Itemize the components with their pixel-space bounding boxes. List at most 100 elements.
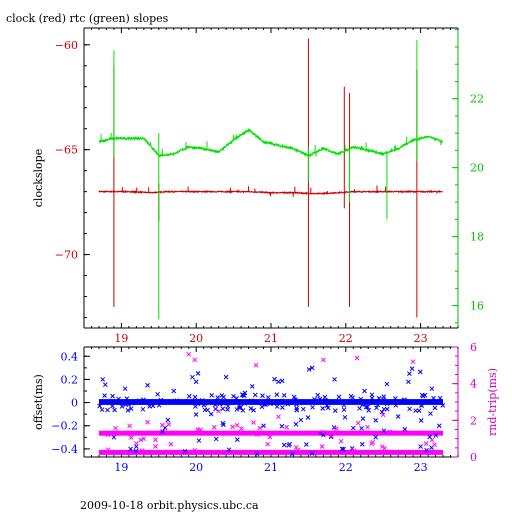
offset-point — [208, 411, 214, 417]
offset-point — [115, 399, 120, 405]
roundtrip-point — [257, 425, 263, 431]
offset-point — [298, 417, 304, 423]
offset-point — [432, 405, 438, 411]
offset-point — [193, 404, 198, 409]
offset-point — [341, 446, 346, 452]
offset-point — [226, 447, 232, 453]
roundtrip-point — [128, 435, 134, 440]
y-tick-label: −70 — [55, 249, 78, 262]
offset-point — [260, 393, 265, 399]
offset-point — [336, 394, 342, 400]
offset-point — [220, 406, 226, 412]
offset-point — [417, 369, 423, 375]
offset-point — [213, 406, 218, 412]
roundtrip-point — [328, 433, 334, 439]
offset-point — [413, 408, 419, 414]
offset-point — [108, 398, 114, 404]
offset-point — [379, 409, 385, 415]
roundtrip-point — [429, 437, 435, 443]
offset-point — [196, 438, 202, 443]
offset-point — [366, 407, 372, 413]
offset-point — [234, 437, 240, 442]
offset-point — [393, 402, 399, 408]
y2-tick-label: 4 — [470, 378, 477, 391]
offset-point — [293, 421, 299, 427]
x-tick-label: 23 — [414, 332, 428, 345]
x-tick-label: 20 — [189, 332, 203, 345]
y2-tick-label: 0 — [470, 451, 477, 464]
roundtrip-point — [153, 437, 158, 443]
offset-point — [219, 393, 225, 398]
offset-point — [362, 388, 367, 394]
offset-point — [359, 425, 364, 431]
offset-point — [140, 400, 145, 405]
offset-point — [274, 392, 280, 397]
offset-point — [276, 379, 281, 385]
offset-point — [329, 400, 334, 405]
offset-point — [360, 402, 365, 408]
roundtrip-point — [127, 423, 132, 429]
roundtrip-point — [355, 420, 361, 426]
roundtrip-point — [338, 438, 344, 444]
offset-point — [293, 397, 298, 402]
offset-point — [440, 403, 446, 408]
roundtrip-point — [186, 351, 192, 357]
offset-point — [375, 402, 381, 408]
y-tick-label: −0.4 — [51, 443, 78, 456]
offset-point — [272, 376, 277, 382]
offset-point — [303, 442, 309, 447]
roundtrip-point — [192, 357, 198, 363]
offset-point — [259, 404, 265, 410]
offset-point — [323, 399, 328, 405]
offset-point — [238, 405, 243, 410]
offset-point — [254, 451, 260, 457]
roundtrip-point — [153, 444, 158, 449]
offset-point — [309, 451, 315, 456]
y2-tick-label: 6 — [470, 341, 477, 354]
offset-point — [409, 366, 415, 371]
offset-point — [252, 392, 258, 398]
offset-point — [155, 391, 161, 397]
roundtrip-point — [105, 432, 111, 438]
roundtrip-point — [105, 447, 111, 453]
offset-point — [234, 395, 239, 401]
offset-point — [223, 374, 229, 380]
offset-point — [285, 401, 291, 407]
offset-point — [369, 395, 375, 401]
offset-point — [431, 395, 436, 401]
offset-point — [186, 393, 192, 399]
offset-point — [281, 393, 287, 398]
offset-point — [316, 398, 322, 404]
offset-point — [350, 395, 355, 400]
offset-point — [427, 434, 433, 440]
offset-point — [328, 434, 334, 440]
offset-point — [280, 405, 285, 410]
offset-point — [160, 429, 165, 434]
roundtrip-point — [284, 424, 290, 430]
offset-point — [409, 399, 415, 405]
offset-point — [424, 447, 429, 453]
roundtrip-point — [239, 426, 244, 432]
offset-point — [395, 414, 401, 419]
offset-band — [98, 399, 444, 405]
offset-point — [329, 399, 334, 404]
offset-point — [193, 379, 199, 385]
offset-point — [294, 402, 299, 407]
offset-point — [100, 377, 106, 382]
offset-point — [294, 406, 299, 411]
offset-point — [268, 401, 273, 407]
offset-point — [102, 393, 107, 398]
roundtrip-point — [267, 434, 273, 440]
offset-point — [248, 406, 254, 411]
offset-point — [381, 394, 387, 399]
offset-point — [341, 402, 347, 408]
offset-point — [212, 402, 218, 408]
roundtrip-point — [321, 357, 326, 363]
offset-point — [126, 402, 132, 407]
offset-point — [220, 420, 226, 426]
x-tick-label: 23 — [414, 461, 428, 474]
offset-point — [355, 398, 360, 404]
roundtrip-point — [111, 431, 117, 436]
offset-point — [279, 423, 285, 429]
y-tick-label: 0.4 — [61, 350, 79, 363]
